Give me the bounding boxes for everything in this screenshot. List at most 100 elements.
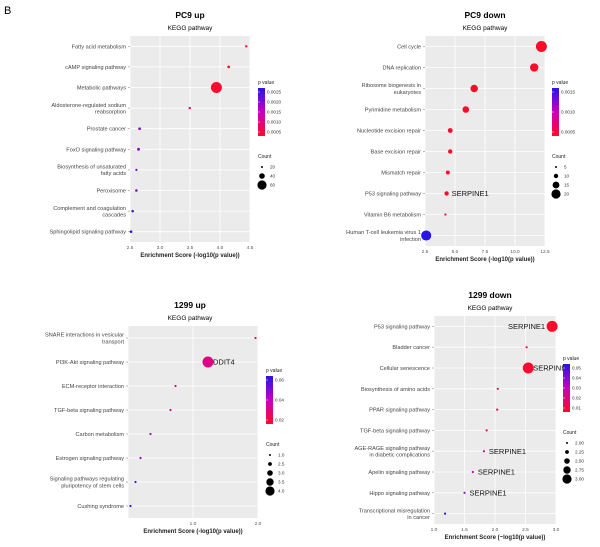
category-label-line: Nucleotide excision repair [357, 129, 421, 135]
data-point[interactable] [462, 106, 470, 113]
gene-annotation: SERPINE1 [452, 189, 489, 198]
data-point[interactable] [174, 384, 177, 388]
legend-size-label: 40 [270, 174, 276, 179]
x-axis-title: Enrichment Score (-log10(p value)) [435, 257, 534, 263]
category-label-line: Fatty acid metabolism [72, 44, 127, 50]
category-label-line: Cushing syndrome [77, 504, 124, 510]
category-label-line: infection [400, 237, 421, 243]
category-label-line: Human T-cell leukemia virus 1 [346, 230, 421, 236]
category-label: Prostate cancer [87, 127, 126, 133]
data-point[interactable] [485, 429, 488, 432]
category-label: Human T-cell leukemia virus 1 infection [346, 230, 421, 243]
legend-color-tick-label: 0.05 [572, 366, 581, 371]
data-point[interactable] [149, 432, 152, 436]
category-label: ECM-receptor interaction [62, 384, 124, 390]
x-tick-label: 2.5 [422, 249, 429, 255]
data-point[interactable] [535, 41, 547, 52]
category-label-line: DNA replication [382, 66, 421, 72]
data-point[interactable] [210, 82, 222, 93]
x-tick-label: 1.0 [431, 527, 438, 533]
legend-size-label: 15 [564, 183, 570, 188]
category-label: Base excision repair [371, 150, 422, 156]
data-point[interactable] [445, 170, 450, 175]
category-label: DNA replication [382, 66, 421, 72]
category-label-line: transport [102, 339, 125, 345]
legend-size-circle [562, 474, 572, 484]
gene-annotation: SERPINE1 [508, 322, 545, 331]
data-point[interactable] [138, 127, 141, 131]
category-label-line: cAMP signaling pathway [65, 65, 126, 71]
data-point[interactable] [443, 512, 447, 515]
data-point[interactable] [496, 387, 499, 390]
data-point[interactable] [496, 408, 499, 411]
data-point[interactable] [137, 147, 140, 151]
legend-color-title: p value [563, 356, 579, 362]
gene-annotation: DDIT4 [213, 358, 235, 367]
data-point[interactable] [131, 209, 134, 213]
data-point[interactable] [471, 470, 474, 474]
category-label-line: TGF-beta signaling pathway [360, 428, 430, 434]
data-point[interactable] [421, 230, 432, 241]
category-label-line: Cellular senescence [380, 366, 430, 372]
category-label-line: Metabolic pathways [77, 86, 126, 92]
data-point[interactable] [522, 362, 534, 374]
legend-color-tick-label: 0.0005 [561, 130, 575, 135]
data-point[interactable] [134, 480, 137, 484]
legend-color-title: p value [552, 80, 568, 86]
legend-size-circle [266, 478, 274, 486]
data-point[interactable] [448, 149, 453, 154]
data-point[interactable] [447, 128, 453, 133]
x-tick-label: 2.5 [522, 527, 529, 533]
data-point[interactable] [129, 230, 133, 233]
category-label: PI3K-Akt signaling pathway [56, 360, 124, 366]
data-point[interactable] [202, 356, 214, 368]
data-point[interactable] [444, 213, 447, 216]
data-point[interactable] [135, 189, 138, 192]
legend-size-title: Count [266, 442, 280, 448]
x-tick-label: 2.0 [492, 527, 499, 533]
legend-size-label: 3.5 [278, 480, 285, 485]
category-label-line: Ribosome biogenesis in [362, 83, 421, 89]
data-point[interactable] [525, 346, 528, 349]
x-axis-title: Enrichment Score (-log10(p value)) [143, 529, 242, 535]
category-label-line: Carbon metabolism [75, 432, 124, 438]
data-point[interactable] [135, 168, 138, 171]
data-point[interactable] [463, 491, 466, 494]
data-point[interactable] [227, 65, 231, 69]
category-label: Hippo signaling pathway [369, 491, 430, 497]
chart-title: PC9 up [175, 10, 204, 20]
data-point[interactable] [139, 456, 142, 460]
category-label-line: Apelin signaling pathway [368, 470, 430, 476]
category-label-line: Cell cycle [397, 45, 421, 51]
legend-color-tick-label: 0.03 [572, 386, 581, 391]
category-label: Complement and coagulation cascades [53, 206, 126, 219]
category-label-line: Peroxisome [96, 189, 126, 195]
category-label-line: cascades [102, 212, 126, 218]
data-point[interactable] [482, 450, 486, 453]
category-label-line: eukaryotes [394, 90, 422, 96]
legend-size-label: 10 [564, 174, 570, 179]
data-point[interactable] [254, 336, 257, 340]
x-tick-label: 1.0 [190, 521, 197, 527]
data-point[interactable] [129, 504, 132, 508]
data-point[interactable] [470, 84, 478, 93]
category-label-line: in cancer [407, 515, 430, 521]
legend-size-circle [268, 462, 272, 466]
data-point[interactable] [245, 45, 248, 48]
category-label-line: Estrogen signaling pathway [56, 456, 125, 462]
data-point[interactable] [188, 106, 191, 110]
data-point[interactable] [169, 408, 172, 412]
legend-size-title: Count [563, 430, 577, 436]
data-point[interactable] [444, 191, 449, 196]
gene-annotation: SERPINE1 [478, 468, 515, 477]
category-label: Ribosome biogenesis in eukaryotes [362, 83, 422, 96]
legend-size-circle [551, 189, 561, 199]
category-label: Bladder cancer [392, 345, 430, 351]
category-label-line: Aldosterone-regulated sodium [51, 103, 126, 109]
legend-size-label: 2.50 [575, 459, 584, 464]
chart-subtitle: KEGG pathway [463, 25, 509, 32]
data-point[interactable] [530, 63, 539, 72]
legend-color-tick-label: 0.0005 [267, 130, 281, 135]
legend-size-circle [267, 470, 273, 476]
data-point[interactable] [546, 320, 558, 332]
